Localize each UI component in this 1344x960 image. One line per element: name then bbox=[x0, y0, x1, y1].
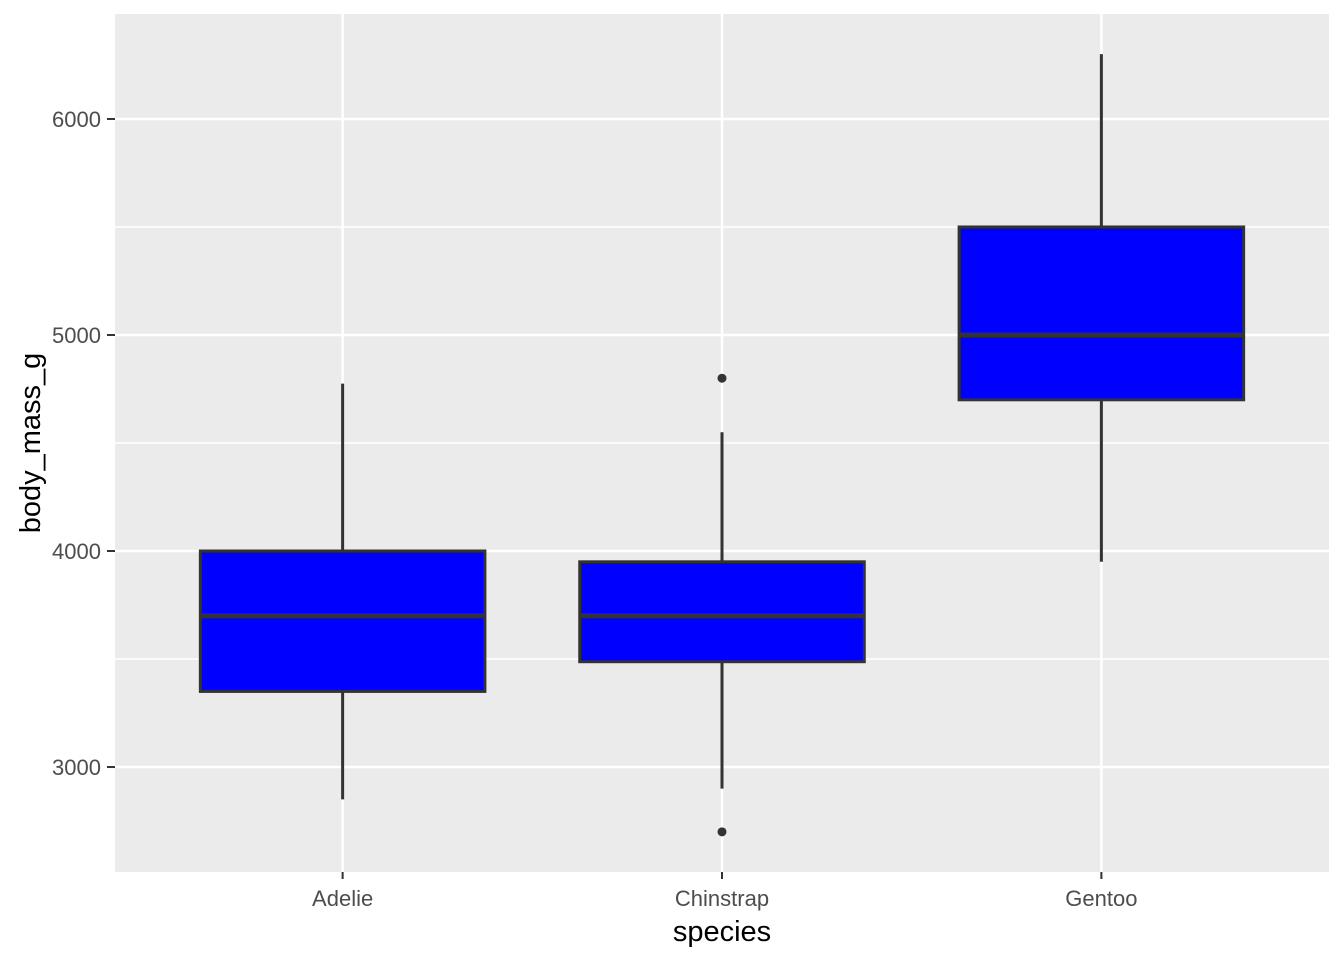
x-axis-title: species bbox=[673, 916, 771, 948]
y-tick-label: 3000 bbox=[52, 755, 101, 780]
x-tick-label: Chinstrap bbox=[675, 886, 769, 911]
x-tick-label: Gentoo bbox=[1065, 886, 1137, 911]
y-axis-title: body_mass_g bbox=[15, 353, 47, 534]
plot-area: 3000 4000 5000 6000 Adelie Chinstrap Gentoo bbox=[52, 14, 1329, 911]
box-chinstrap bbox=[578, 560, 866, 664]
x-tick-label: Adelie bbox=[312, 886, 373, 911]
box-adelie bbox=[198, 549, 487, 693]
y-tick-label: 4000 bbox=[52, 539, 101, 564]
y-tick-label: 5000 bbox=[52, 323, 101, 348]
y-tick-label: 6000 bbox=[52, 107, 101, 132]
outlier-point-chinstrap bbox=[717, 373, 727, 383]
outlier-point-chinstrap bbox=[717, 827, 727, 837]
box-gentoo bbox=[957, 225, 1246, 402]
